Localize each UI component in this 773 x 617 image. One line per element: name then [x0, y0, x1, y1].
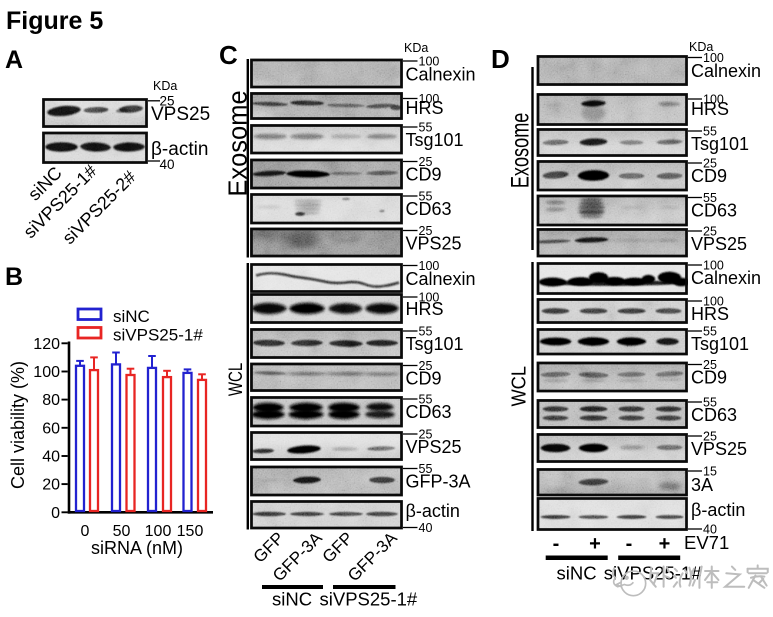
svg-text:siVPS25-1#: siVPS25-1#	[113, 326, 203, 345]
svg-text:55: 55	[419, 121, 433, 135]
svg-text:CD9: CD9	[406, 165, 442, 185]
svg-text:55: 55	[703, 125, 717, 139]
svg-text:KDa: KDa	[153, 79, 177, 93]
svg-text:β-actin: β-actin	[151, 139, 208, 160]
svg-text:40: 40	[160, 157, 175, 172]
svg-text:VPS25: VPS25	[406, 437, 462, 457]
svg-text:60: 60	[42, 420, 60, 437]
svg-text:GFP: GFP	[319, 528, 357, 566]
svg-text:GFP-3A: GFP-3A	[344, 528, 401, 585]
svg-text:100: 100	[419, 55, 440, 69]
svg-text:KDa: KDa	[689, 40, 713, 54]
svg-text:VPS25: VPS25	[151, 104, 210, 125]
svg-text:80: 80	[42, 392, 60, 409]
svg-text:B: B	[5, 263, 23, 291]
svg-text:VPS25: VPS25	[406, 234, 462, 254]
svg-text:C: C	[219, 40, 238, 70]
svg-text:CD63: CD63	[406, 199, 452, 219]
svg-text:120: 120	[33, 336, 60, 353]
svg-text:HRS: HRS	[691, 99, 729, 119]
svg-text:40: 40	[42, 449, 60, 466]
svg-text:55: 55	[703, 191, 717, 205]
svg-text:siVPS25-1#: siVPS25-1#	[320, 589, 418, 610]
svg-text:CD9: CD9	[406, 369, 442, 389]
svg-text:25: 25	[160, 94, 175, 109]
svg-text:25: 25	[419, 224, 433, 238]
svg-text:CD63: CD63	[691, 201, 737, 221]
svg-text:Tsg101: Tsg101	[691, 134, 749, 154]
svg-text:KDa: KDa	[404, 41, 428, 55]
svg-text:40: 40	[703, 523, 717, 537]
svg-text:55: 55	[419, 325, 433, 339]
svg-text:CD9: CD9	[691, 166, 727, 186]
svg-text:100: 100	[419, 291, 440, 305]
svg-text:Figure 5: Figure 5	[6, 7, 103, 35]
svg-text:55: 55	[703, 396, 717, 410]
svg-text:25: 25	[419, 155, 433, 169]
svg-text:CD63: CD63	[406, 402, 452, 422]
svg-text:HRS: HRS	[691, 304, 729, 324]
svg-text:25: 25	[703, 430, 717, 444]
svg-text:VPS25: VPS25	[691, 439, 747, 459]
svg-text:100: 100	[419, 259, 440, 273]
svg-text:25: 25	[703, 358, 717, 372]
svg-text:55: 55	[419, 393, 433, 407]
svg-text:100: 100	[419, 92, 440, 106]
svg-text:100: 100	[703, 51, 724, 65]
svg-text:EV71: EV71	[684, 532, 729, 553]
svg-text:siRNA (nM): siRNA (nM)	[91, 538, 183, 558]
svg-text:Tsg101: Tsg101	[691, 334, 749, 354]
svg-text:siNC: siNC	[557, 563, 597, 584]
svg-text:Calnexin: Calnexin	[691, 268, 761, 288]
svg-text:25: 25	[419, 428, 433, 442]
svg-text:WCL: WCL	[225, 363, 246, 396]
svg-text:A: A	[5, 46, 23, 74]
svg-text:100: 100	[703, 295, 724, 309]
svg-text:Tsg101: Tsg101	[406, 334, 464, 354]
svg-text:40: 40	[419, 521, 433, 535]
svg-text:HRS: HRS	[406, 98, 444, 118]
svg-text:Calnexin: Calnexin	[406, 269, 476, 289]
svg-text:100: 100	[145, 523, 172, 540]
svg-text:CD63: CD63	[691, 405, 737, 425]
svg-text:siNC: siNC	[272, 589, 312, 610]
svg-text:25: 25	[419, 359, 433, 373]
svg-text:20: 20	[42, 477, 60, 494]
svg-text:Exosome: Exosome	[506, 113, 535, 189]
svg-text:VPS25: VPS25	[691, 234, 747, 254]
svg-text:100: 100	[703, 93, 724, 107]
svg-text:0: 0	[51, 505, 60, 522]
svg-text:-: -	[626, 533, 633, 555]
svg-text:55: 55	[419, 190, 433, 204]
svg-text:β-actin: β-actin	[406, 501, 460, 521]
svg-text:55: 55	[703, 325, 717, 339]
svg-text:0: 0	[81, 523, 90, 540]
svg-text:β-actin: β-actin	[691, 500, 745, 520]
svg-text:Cell viability (%): Cell viability (%)	[8, 361, 28, 489]
svg-text:-: -	[553, 533, 560, 555]
svg-text:25: 25	[703, 157, 717, 171]
svg-text:CD9: CD9	[691, 368, 727, 388]
svg-text:Calnexin: Calnexin	[691, 61, 761, 81]
svg-text:siNC: siNC	[113, 307, 150, 326]
svg-text:150: 150	[177, 523, 204, 540]
svg-text:WCL: WCL	[508, 366, 531, 407]
svg-text:GFP-3A: GFP-3A	[406, 472, 471, 492]
svg-text:+: +	[659, 533, 671, 555]
svg-text:3A: 3A	[691, 475, 713, 495]
svg-text:100: 100	[703, 259, 724, 273]
svg-text:100: 100	[33, 364, 60, 381]
svg-text:50: 50	[113, 523, 131, 540]
svg-text:HRS: HRS	[406, 299, 444, 319]
svg-text:Calnexin: Calnexin	[406, 65, 476, 85]
svg-text:D: D	[491, 44, 510, 74]
svg-text:25: 25	[703, 225, 717, 239]
svg-text:Tsg101: Tsg101	[406, 130, 464, 150]
svg-text:+: +	[589, 533, 601, 555]
svg-text:15: 15	[703, 465, 717, 479]
svg-text:55: 55	[419, 462, 433, 476]
svg-text:Exosome: Exosome	[225, 90, 253, 196]
